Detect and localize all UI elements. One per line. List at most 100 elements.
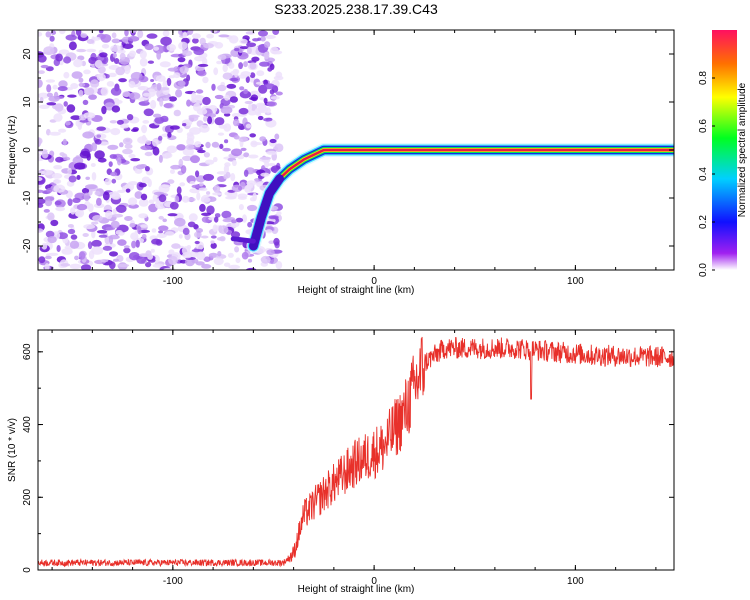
noise-blob [198, 187, 208, 192]
noise-blob [222, 72, 233, 80]
noise-blob [206, 33, 215, 39]
noise-blob [128, 81, 136, 88]
noise-blob [167, 213, 178, 217]
noise-blob [166, 145, 178, 154]
noise-blob [82, 99, 89, 105]
noise-blob [78, 77, 84, 83]
noise-blob [116, 157, 122, 166]
noise-blob [168, 249, 175, 255]
noise-blob [123, 245, 130, 249]
noise-blob [117, 239, 127, 246]
noise-blob [225, 171, 231, 179]
noise-blob [83, 87, 95, 96]
noise-blob [198, 124, 210, 133]
noise-blob [245, 75, 250, 83]
noise-blob [54, 103, 64, 112]
noise-blob [180, 165, 187, 174]
noise-blob [111, 178, 117, 184]
noise-blob [210, 240, 215, 244]
noise-blob [204, 159, 215, 165]
noise-blob [265, 229, 273, 234]
noise-blob [55, 206, 66, 212]
noise-blob [88, 250, 95, 260]
noise-blob [124, 216, 133, 221]
noise-blob [200, 235, 209, 239]
noise-blob [138, 75, 149, 83]
noise-blob [125, 188, 131, 193]
noise-blob [44, 263, 50, 270]
noise-blob [187, 221, 196, 228]
noise-blob [90, 79, 100, 88]
noise-blob [45, 31, 52, 38]
noise-blob [214, 94, 224, 100]
noise-blob [162, 218, 167, 223]
noise-blob [239, 86, 245, 91]
noise-blob [201, 264, 212, 269]
noise-blob [75, 30, 82, 36]
noise-blob [170, 164, 181, 170]
snr-frame [37, 329, 675, 571]
noise-blob [117, 189, 126, 193]
noise-blob [46, 102, 57, 106]
noise-blob [99, 52, 108, 58]
noise-blob [156, 88, 165, 98]
noise-blob [150, 79, 155, 82]
noise-blob [168, 255, 178, 265]
noise-blob [173, 109, 181, 117]
noise-blob [111, 213, 124, 218]
noise-blob [77, 123, 83, 130]
noise-blob [159, 97, 164, 107]
noise-blob [152, 138, 159, 147]
noise-blob [161, 184, 171, 188]
noise-blob [163, 103, 173, 109]
x-tick-label: 0 [371, 576, 377, 587]
noise-blob [194, 240, 200, 245]
noise-blob [76, 175, 81, 180]
noise-blob [110, 220, 120, 229]
noise-blob [124, 30, 129, 37]
noise-blob [189, 181, 196, 185]
noise-blob [156, 233, 167, 239]
noise-blob [243, 61, 248, 68]
noise-blob [238, 136, 248, 143]
noise-blob [208, 252, 219, 258]
noise-blob [263, 51, 270, 60]
noise-blob [260, 36, 266, 42]
noise-blob [228, 35, 239, 44]
noise-blob [158, 215, 164, 220]
noise-blob [150, 99, 157, 109]
noise-blob [238, 62, 244, 70]
noise-blob [91, 221, 99, 225]
noise-blob [80, 264, 92, 270]
noise-blob [164, 152, 173, 159]
noise-blob [66, 104, 76, 113]
noise-blob [108, 161, 113, 168]
noise-blob [216, 171, 228, 175]
noise-blob [136, 164, 145, 170]
noise-blob [43, 209, 50, 213]
noise-blob [263, 97, 268, 104]
noise-blob [78, 82, 86, 87]
noise-blob [110, 128, 121, 136]
noise-blob [158, 225, 169, 231]
noise-blob [223, 123, 232, 132]
noise-blob [122, 137, 133, 145]
noise-blob [229, 96, 238, 103]
noise-blob [234, 47, 240, 52]
noise-blob [227, 252, 234, 258]
spectrogram-ylabel: Frequency (Hz) [7, 116, 18, 185]
noise-blob [81, 60, 86, 67]
noise-blob [102, 191, 110, 201]
noise-blob [151, 238, 161, 245]
noise-blob [233, 134, 240, 140]
noise-blob [78, 89, 84, 97]
colorbar-tick-label: 0.4 [698, 167, 709, 181]
noise-blob [207, 116, 213, 125]
y-tick-label: 20 [22, 48, 33, 60]
track-low-amplitude [248, 174, 284, 251]
noise-blob [174, 195, 180, 203]
noise-blob [40, 64, 49, 69]
noise-blob [275, 91, 283, 96]
noise-region [38, 30, 284, 270]
noise-blob [195, 94, 202, 99]
